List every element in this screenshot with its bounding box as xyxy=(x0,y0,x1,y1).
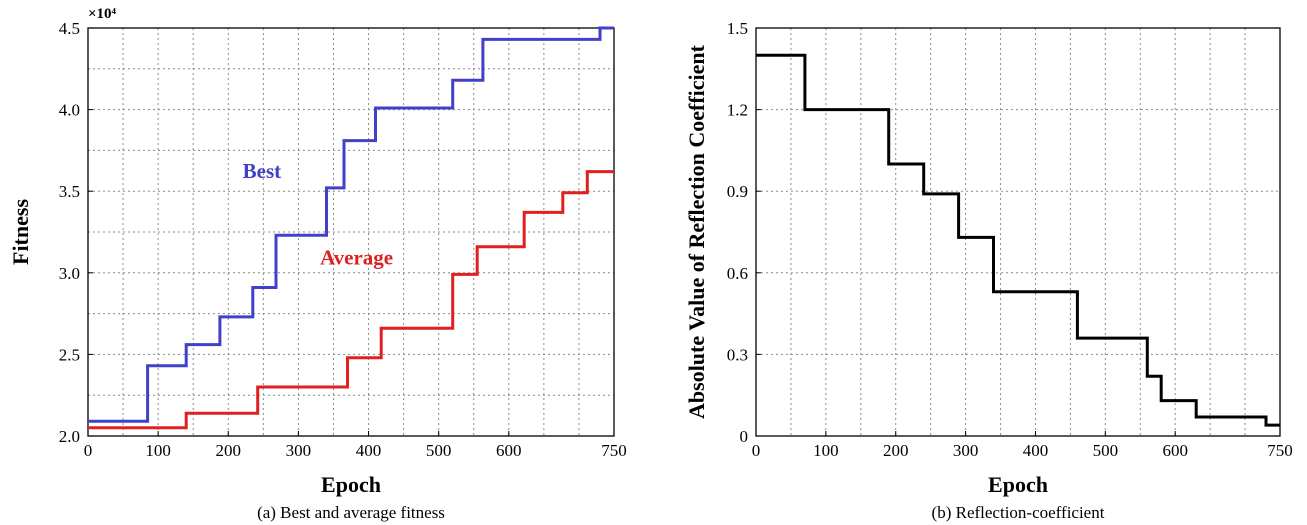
x-tick-label: 300 xyxy=(286,441,312,460)
x-tick-label: 100 xyxy=(145,441,171,460)
x-tick-label: 400 xyxy=(356,441,382,460)
y-tick-label: 2.0 xyxy=(59,427,80,446)
y-tick-label: 0.3 xyxy=(727,345,748,364)
chart-best-average-fitness: 0 100 200 300 400 500 600 750 2.0 2.5 3.0 3.5 4.0 4.5… xyxy=(8,6,627,522)
series-label-best: Best xyxy=(243,159,282,183)
y-tick-label: 2.5 xyxy=(59,345,80,364)
y-tick-label: 4.5 xyxy=(59,19,80,38)
y-tick-label: 3.0 xyxy=(59,264,80,283)
x-tick-label: 300 xyxy=(953,441,979,460)
y-tick-label: 0 xyxy=(740,427,749,446)
x-tick-label: 400 xyxy=(1023,441,1049,460)
y-tick-label: 1.2 xyxy=(727,101,748,120)
plot-frame xyxy=(755,27,1281,437)
x-tick-label: 600 xyxy=(1162,441,1188,460)
x-tick-label: 750 xyxy=(1267,441,1293,460)
x-tick-label: 0 xyxy=(84,441,93,460)
series-line-average xyxy=(88,170,614,430)
y-tick-label: 3.5 xyxy=(59,182,80,201)
chart-caption: (b) Reflection-coefficient xyxy=(932,503,1105,522)
x-tick-label: 750 xyxy=(601,441,627,460)
x-tick-label: 600 xyxy=(496,441,522,460)
y-tick-label: 0.9 xyxy=(727,182,748,201)
plot-frame xyxy=(87,27,615,437)
series-label-average: Average xyxy=(320,246,393,270)
x-tick-label: 500 xyxy=(1093,441,1119,460)
chart-caption: (a) Best and average fitness xyxy=(257,503,445,522)
y-axis-exponent: ×10⁴ xyxy=(88,6,117,22)
y-axis-title: Absolute Value of Reflection Coefficient xyxy=(684,44,709,419)
x-tick-label: 200 xyxy=(883,441,909,460)
y-tick-label: 0.6 xyxy=(727,264,748,283)
x-tick-label: 500 xyxy=(426,441,452,460)
y-axis-title: Fitness xyxy=(8,199,33,265)
x-tick-label: 100 xyxy=(813,441,839,460)
y-tick-label: 4.0 xyxy=(59,101,80,120)
series-line-best xyxy=(88,26,614,423)
y-tick-label: 1.5 xyxy=(727,19,748,38)
x-axis-title: Epoch xyxy=(321,472,381,497)
x-axis-title: Epoch xyxy=(988,472,1048,497)
x-tick-label: 200 xyxy=(216,441,242,460)
x-tick-label: 0 xyxy=(752,441,761,460)
chart-reflection-coefficient: 0 100 200 300 400 500 600 750 0 0.3 0.6 0.9 1.2 1.5 Ep… xyxy=(684,19,1293,522)
series-line-reflection xyxy=(756,53,1280,427)
